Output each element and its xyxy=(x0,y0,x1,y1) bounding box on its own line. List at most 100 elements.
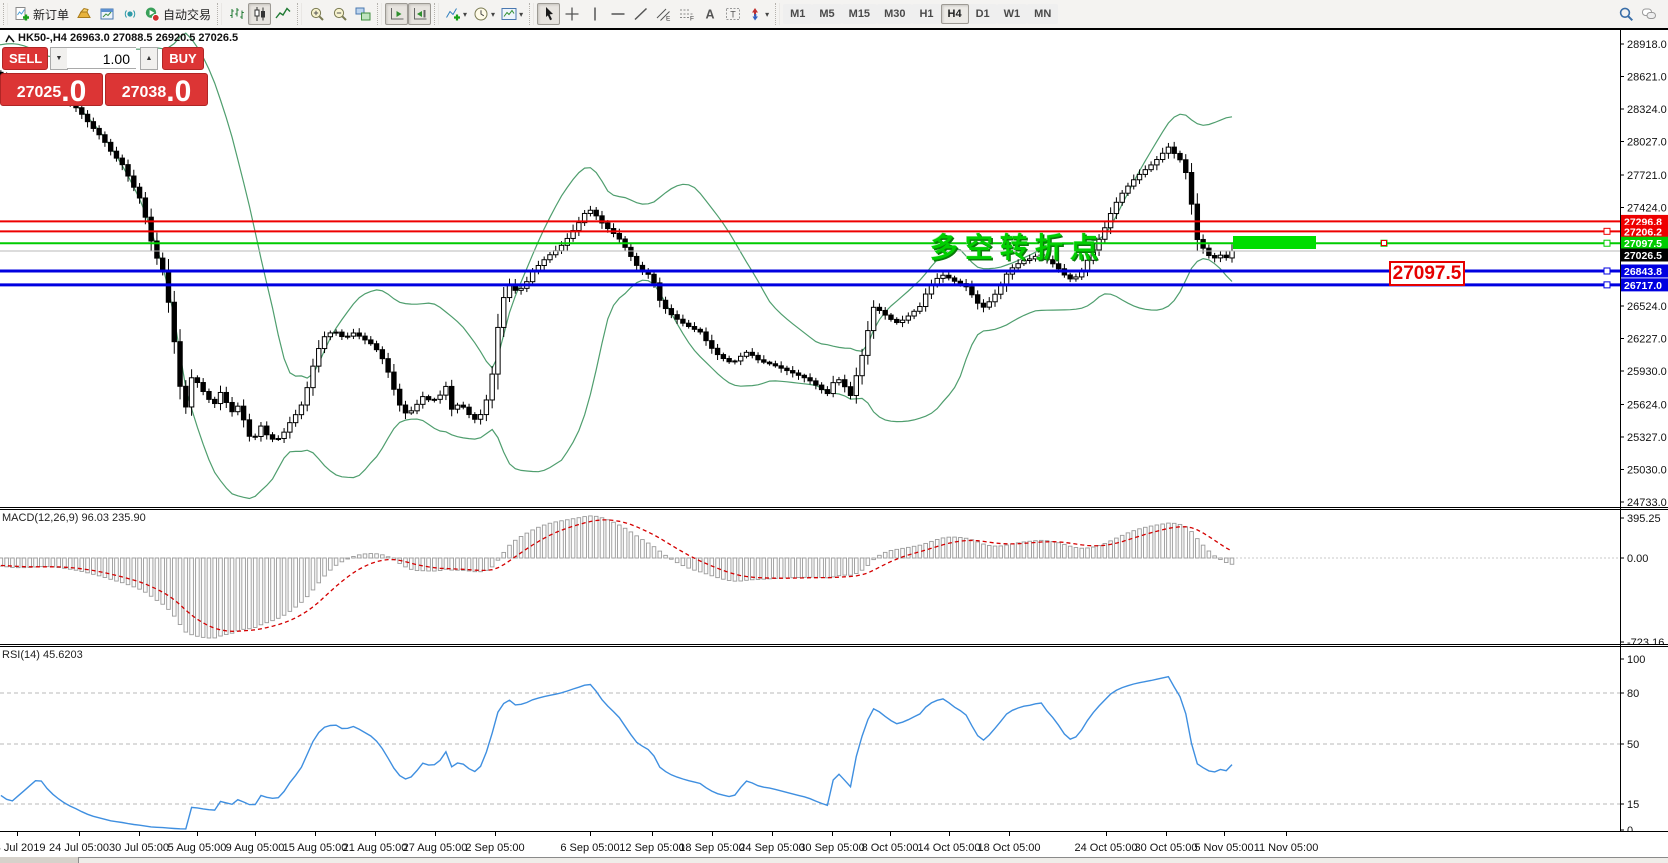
toolbar-templates-button[interactable]: ▾ xyxy=(498,3,526,25)
dropdown-arrow-icon: ▾ xyxy=(463,9,468,19)
time-axis-tick xyxy=(375,832,376,836)
time-axis-tick xyxy=(79,832,80,836)
autoscroll-icon xyxy=(390,8,404,20)
sell-button[interactable]: SELL xyxy=(2,47,48,70)
toolbar-cursor-button[interactable] xyxy=(537,3,561,25)
toolbar-line-chart-button[interactable] xyxy=(271,3,294,25)
buy-price[interactable]: 27038.0 xyxy=(105,73,208,106)
dropdown-arrow-icon: ▾ xyxy=(765,9,770,19)
time-axis-tick xyxy=(652,832,653,836)
time-axis-label: 5 Aug 05:00 xyxy=(167,842,227,854)
time-axis-label: 2 Sep 05:00 xyxy=(465,842,525,854)
macd-axis-tick: 395.25 xyxy=(1627,513,1661,525)
price-axis-tick: 25327.0 xyxy=(1627,432,1667,444)
toolbar-candlestick-chart-button[interactable] xyxy=(248,3,272,25)
time-axis-tick xyxy=(255,832,256,836)
toolbar-bar-chart-button[interactable] xyxy=(225,3,248,25)
toolbar-fibonacci-retracement-button[interactable]: F xyxy=(675,3,698,25)
macd-axis-tick: -723.16 xyxy=(1627,637,1664,644)
toolbar-text-button[interactable]: A xyxy=(698,3,721,25)
toolbar-new-order-button[interactable]: 新订单 xyxy=(11,3,72,25)
line-handle[interactable] xyxy=(1603,227,1611,235)
line-handle[interactable] xyxy=(1603,267,1611,275)
toolbar-periods-button[interactable]: ▾ xyxy=(470,3,498,25)
toolbar-zoom-out-button[interactable] xyxy=(328,3,351,25)
toolbar-divider xyxy=(0,28,1668,30)
toolbar-separator xyxy=(775,3,781,25)
plot-area xyxy=(0,32,1235,500)
macd-indicator-label: MACD(12,26,9) 96.03 235.90 xyxy=(2,512,146,524)
time-axis-tick xyxy=(772,832,773,836)
toolbar-vertical-line-button[interactable] xyxy=(583,3,606,25)
time-axis-label: 5 Nov 05:00 xyxy=(1194,842,1254,854)
macd-panel: 395.25 0.00 -723.16 xyxy=(0,513,1664,644)
sell-price[interactable]: 27025.0 xyxy=(0,73,103,106)
vline-icon xyxy=(593,7,596,21)
volume-input[interactable] xyxy=(67,47,136,69)
toolbar-auto-scroll-button[interactable] xyxy=(385,3,409,25)
panel-divider[interactable] xyxy=(0,507,1668,510)
volume-increase-button[interactable]: ▲ xyxy=(140,47,158,70)
toolbar-horizontal-line-button[interactable] xyxy=(606,3,629,25)
time-axis-label: 6 Sep 05:00 xyxy=(560,842,620,854)
price-axis-line xyxy=(1620,30,1621,831)
toolbar-community-chat-button[interactable] xyxy=(1637,3,1660,25)
highlight-rectangle[interactable] xyxy=(1233,236,1316,249)
toolbar-quotes-button[interactable] xyxy=(72,3,95,25)
price-axis-tick: 27424.0 xyxy=(1627,203,1667,215)
timeframe-h1-button[interactable]: H1 xyxy=(912,4,941,24)
macd-histogram xyxy=(0,515,1235,639)
buy-button[interactable]: BUY xyxy=(162,47,204,70)
toolbar-auto-trading-button[interactable]: 自动交易 xyxy=(141,3,214,25)
toolbar-new-order-label: 新订单 xyxy=(33,7,70,22)
timeframe-m5-button[interactable]: M5 xyxy=(812,4,842,24)
time-axis-label: 23 Jul 2019 xyxy=(0,842,46,854)
price-badge: 27097.5 xyxy=(1624,238,1662,250)
panel-divider[interactable] xyxy=(0,644,1668,647)
toolbar-text-label-button[interactable]: T xyxy=(721,3,744,25)
main-price-chart[interactable]: 28918.0 28621.0 28324.0 28027.0 27721.0 27424… xyxy=(0,30,1668,507)
autotrade-icon xyxy=(145,7,160,22)
toolbar-separator xyxy=(217,3,223,25)
chart-symbol-icon xyxy=(5,34,15,43)
price-level-tag-handle[interactable] xyxy=(1381,240,1387,247)
time-axis-tick xyxy=(1106,832,1107,836)
timeframe-w1-button[interactable]: W1 xyxy=(996,4,1028,24)
timeframe-m15-button[interactable]: M15 xyxy=(841,4,878,24)
toolbar-equidistant-channel-button[interactable]: E xyxy=(652,3,675,25)
price-axis-tick: 26524.0 xyxy=(1627,301,1667,313)
timeframe-m1-button[interactable]: M1 xyxy=(783,4,813,24)
toolbar-tile-windows-button[interactable] xyxy=(351,3,374,25)
one-click-trading-panel: SELL ▼ ▲ BUY 27025.0 27038.0 xyxy=(0,47,208,106)
timeframe-h4-button[interactable]: H4 xyxy=(940,4,969,24)
volume-decrease-button[interactable]: ▼ xyxy=(50,47,68,70)
toolbar-zoom-in-button[interactable] xyxy=(305,3,328,25)
clock-icon xyxy=(474,7,488,21)
toolbar-indicators-list-button[interactable]: ▾ xyxy=(442,3,470,25)
toolbar-trendline-button[interactable] xyxy=(629,3,652,25)
line-handle[interactable] xyxy=(1603,281,1611,289)
chart-annotation-text[interactable]: 多空转折点 xyxy=(930,232,1106,263)
toolbar-crosshair-button[interactable] xyxy=(560,3,583,25)
toolbar-arrows-button[interactable]: ▾ xyxy=(744,3,772,25)
price-level-tag[interactable]: 27097.5 xyxy=(1389,261,1465,286)
toolbar: 新订单 自动交易 ▾ ▾ ▾ E F A T ▾ M1 M5 M15 M30 H1 H4 D1 W1 MN xyxy=(0,0,1668,28)
timeframe-mn-button[interactable]: MN xyxy=(1027,4,1059,24)
bottom-scroll-area[interactable] xyxy=(78,857,1668,863)
timeframe-d1-button[interactable]: D1 xyxy=(968,4,997,24)
toolbar-separator xyxy=(434,3,440,25)
toolbar-separator xyxy=(377,3,383,25)
macd-axis-tick: 0.00 xyxy=(1627,553,1648,565)
timeframe-m30-button[interactable]: M30 xyxy=(877,4,913,24)
fibo-icon: F xyxy=(679,9,694,22)
toolbar-chart-shift-button[interactable] xyxy=(408,3,432,25)
toolbar-chart-window-button[interactable] xyxy=(95,3,118,25)
toolbar-market-watch-button[interactable] xyxy=(118,3,141,25)
time-axis-label: 27 Aug 05:00 xyxy=(402,842,468,854)
time-axis-label: 12 Sep 05:00 xyxy=(619,842,685,854)
toolbar-search-button[interactable] xyxy=(1614,3,1637,25)
line-handle[interactable] xyxy=(1603,239,1611,247)
dropdown-arrow-icon: ▾ xyxy=(491,9,496,19)
panel-divider[interactable] xyxy=(0,831,1668,832)
